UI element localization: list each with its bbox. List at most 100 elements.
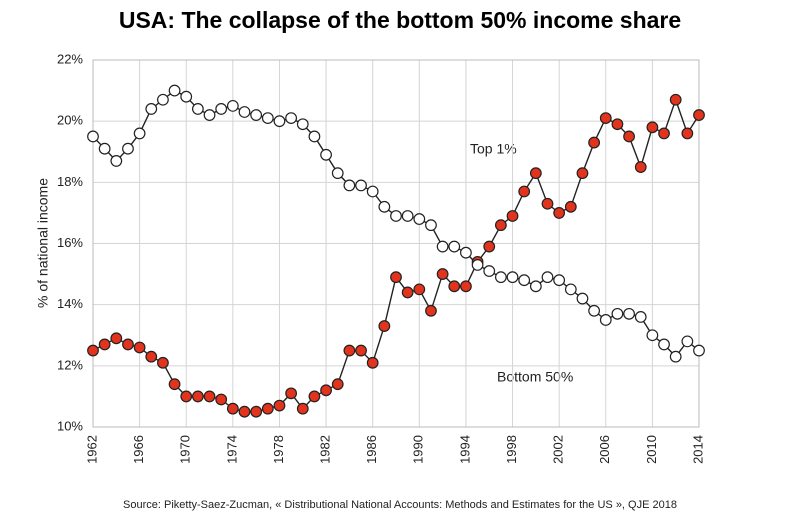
data-point bbox=[366, 356, 379, 369]
data-point bbox=[576, 292, 589, 305]
data-point bbox=[623, 307, 635, 320]
data-point bbox=[693, 344, 705, 357]
data-point bbox=[343, 179, 356, 192]
y-tick-label: 20% bbox=[57, 113, 83, 128]
data-point bbox=[110, 155, 123, 167]
x-tick-label: 2006 bbox=[597, 435, 612, 464]
x-tick-label: 1986 bbox=[364, 435, 379, 464]
x-tick-label: 1966 bbox=[131, 435, 146, 464]
data-point bbox=[611, 118, 624, 131]
data-point bbox=[436, 268, 449, 280]
data-point bbox=[564, 283, 577, 296]
data-point bbox=[157, 356, 169, 369]
x-tick-label: 1990 bbox=[411, 435, 426, 464]
data-point bbox=[448, 280, 461, 293]
data-point bbox=[378, 200, 391, 213]
y-tick-label: 12% bbox=[57, 357, 83, 372]
data-point bbox=[180, 90, 193, 103]
x-tick-label: 1982 bbox=[318, 435, 333, 464]
data-point bbox=[273, 115, 286, 128]
data-point bbox=[436, 240, 449, 253]
chart-title: USA: The collapse of the bottom 50% inco… bbox=[119, 7, 681, 33]
data-point bbox=[669, 350, 682, 363]
data-point bbox=[191, 103, 204, 115]
data-point bbox=[296, 118, 309, 131]
data-point bbox=[413, 213, 426, 225]
data-point bbox=[623, 130, 635, 143]
data-point bbox=[448, 240, 461, 253]
data-point bbox=[145, 103, 158, 115]
data-point bbox=[320, 148, 332, 161]
data-point bbox=[133, 341, 146, 354]
data-point bbox=[529, 280, 542, 293]
series-annotation: Bottom 50% bbox=[497, 369, 573, 385]
data-point bbox=[250, 109, 263, 121]
y-tick-label: 16% bbox=[57, 235, 83, 250]
data-point bbox=[390, 210, 402, 222]
data-point bbox=[401, 286, 414, 299]
x-tick-label: 1962 bbox=[84, 435, 99, 464]
data-point bbox=[226, 99, 239, 112]
data-point bbox=[180, 390, 193, 403]
data-point bbox=[366, 185, 379, 198]
data-point bbox=[681, 335, 694, 348]
data-point bbox=[460, 280, 472, 293]
data-point bbox=[413, 283, 426, 296]
data-point bbox=[378, 320, 391, 332]
y-tick-label: 10% bbox=[57, 418, 83, 433]
x-tick-label: 1978 bbox=[271, 435, 286, 464]
data-point bbox=[634, 161, 647, 173]
data-point bbox=[681, 127, 694, 140]
series-line bbox=[92, 97, 700, 413]
data-point bbox=[553, 207, 566, 219]
y-axis-label: % of national income bbox=[35, 178, 51, 308]
data-point bbox=[250, 405, 263, 418]
data-point bbox=[331, 378, 344, 391]
data-point bbox=[87, 344, 99, 357]
data-point bbox=[611, 307, 624, 320]
data-point bbox=[564, 200, 577, 213]
data-point bbox=[261, 402, 274, 415]
data-point bbox=[168, 378, 181, 391]
y-tick-label: 18% bbox=[57, 174, 83, 189]
data-point bbox=[331, 167, 344, 180]
data-point bbox=[658, 338, 670, 351]
data-point bbox=[157, 93, 169, 106]
x-tick-label: 1998 bbox=[504, 435, 519, 464]
data-point bbox=[483, 240, 496, 253]
data-point bbox=[308, 130, 321, 143]
data-point bbox=[145, 350, 158, 363]
source-note: Source: Piketty-Saez-Zucman, « Distribut… bbox=[123, 499, 677, 511]
data-point bbox=[599, 314, 612, 326]
data-point bbox=[320, 384, 332, 397]
data-point bbox=[87, 130, 99, 143]
data-point bbox=[285, 387, 298, 400]
data-point bbox=[646, 329, 659, 342]
data-point bbox=[215, 103, 228, 115]
data-point bbox=[471, 259, 484, 271]
data-point bbox=[646, 121, 659, 134]
data-point bbox=[588, 304, 601, 317]
data-point bbox=[401, 210, 414, 222]
x-tick-label: 1970 bbox=[178, 435, 193, 464]
x-tick-label: 1994 bbox=[457, 435, 472, 464]
data-point bbox=[576, 167, 589, 180]
x-tick-label: 2002 bbox=[551, 435, 566, 464]
data-point bbox=[669, 93, 682, 106]
data-point bbox=[483, 265, 496, 277]
data-point bbox=[553, 274, 566, 287]
data-point bbox=[529, 167, 542, 180]
data-point bbox=[588, 136, 601, 149]
data-point bbox=[238, 106, 251, 118]
data-point bbox=[203, 390, 216, 403]
data-point bbox=[238, 405, 251, 418]
data-point bbox=[506, 271, 519, 284]
x-tick-label: 1974 bbox=[224, 435, 239, 464]
data-point bbox=[460, 246, 472, 259]
data-point bbox=[425, 219, 437, 232]
data-point bbox=[494, 219, 507, 232]
y-tick-label: 14% bbox=[57, 296, 83, 311]
data-point bbox=[191, 390, 204, 403]
data-point bbox=[98, 338, 111, 351]
